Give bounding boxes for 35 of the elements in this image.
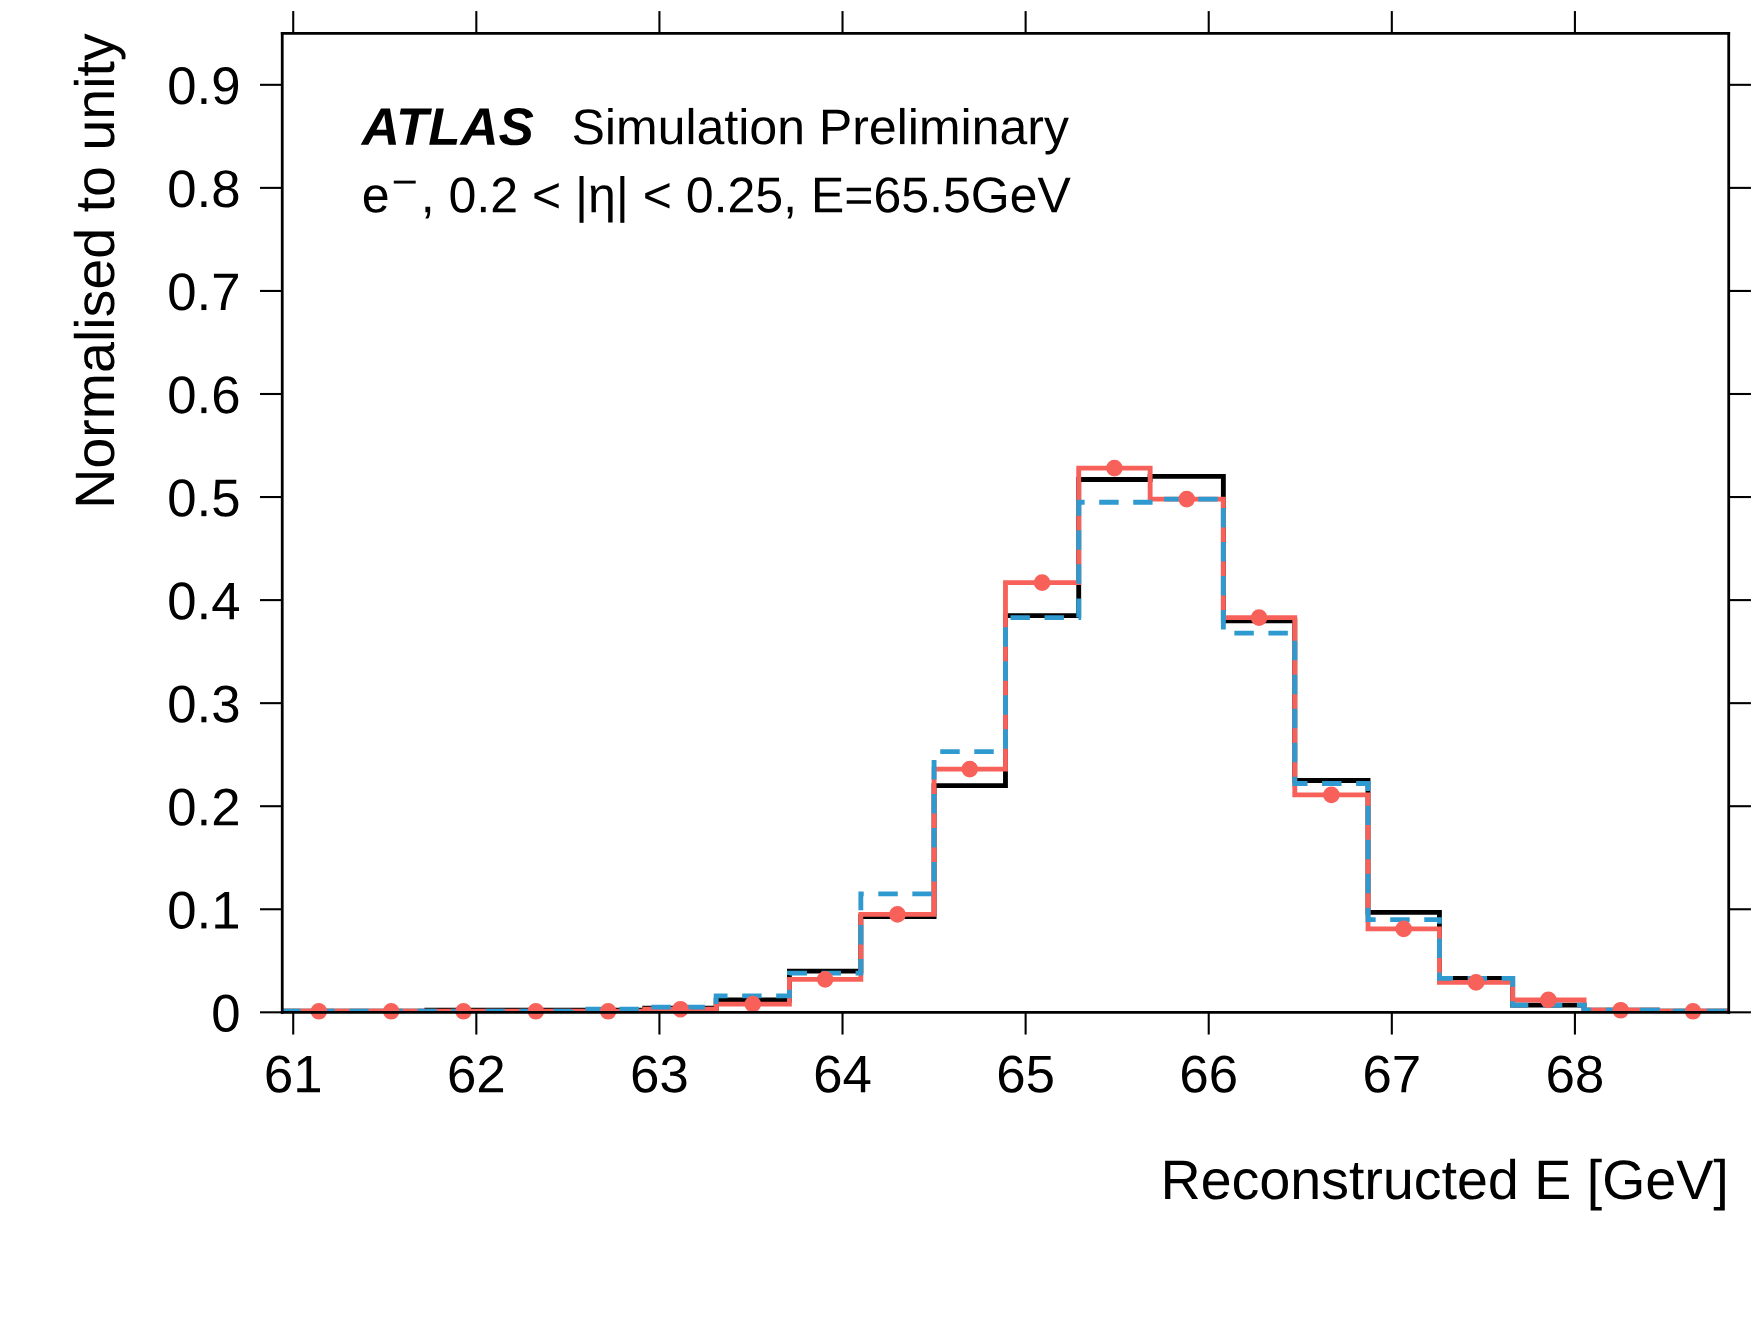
x-tick-label: 66 [1182, 1055, 1236, 1093]
point [744, 995, 762, 1013]
x-axis-title: Reconstructed E [GeV] [1165, 1158, 1725, 1211]
x-tick-label: 61 [266, 1055, 321, 1093]
y-tick-label: 0.8 [169, 170, 239, 208]
annotation: e$^{−}$, 0.2 < |η| < 0.25, E=65.5GeV [363, 175, 1071, 223]
x-tick-label: 65 [998, 1055, 1053, 1093]
y-tick-label: 0.9 [169, 67, 239, 105]
point [816, 971, 834, 988]
point [1178, 490, 1196, 508]
x-tick-label: 62 [449, 1055, 504, 1093]
point [961, 760, 979, 778]
y-tick-label: 0.5 [169, 479, 239, 517]
point [1323, 786, 1340, 804]
point [1467, 974, 1485, 991]
y-axis-title: Normalised to unity [73, 33, 126, 505]
y-tick-label: 0.2 [169, 788, 238, 826]
point [1250, 609, 1268, 626]
x-tick-label: 68 [1548, 1055, 1602, 1093]
point [889, 906, 906, 923]
y-tick-label: 0.6 [169, 376, 239, 414]
y-tick-label: 0.4 [169, 582, 240, 620]
x-tick-label: 67 [1365, 1055, 1419, 1093]
y-tick-label: 0.7 [169, 273, 238, 311]
point [1033, 574, 1051, 591]
x-tick-label: 63 [632, 1055, 687, 1093]
y-tick-label: 0.1 [169, 891, 238, 929]
point [1106, 459, 1123, 477]
y-tick-label: 0.3 [169, 685, 239, 723]
y-tick-label: 0 [213, 994, 239, 1032]
point [1540, 991, 1557, 1009]
annotation: Simulation Preliminary [573, 107, 1069, 155]
x-tick-label: 64 [815, 1055, 871, 1093]
annotation: ATLAS [360, 108, 534, 146]
point [1395, 920, 1413, 938]
